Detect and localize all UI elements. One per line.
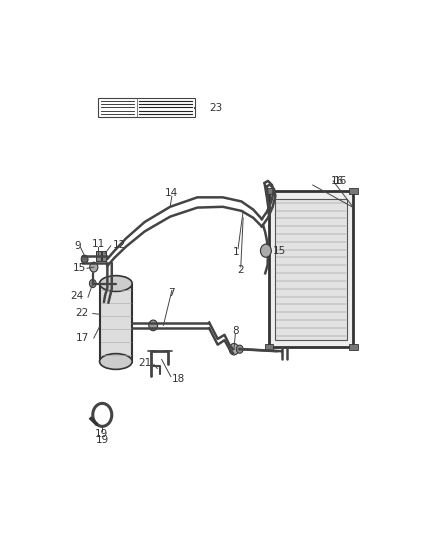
Bar: [265, 188, 273, 195]
Text: 17: 17: [75, 333, 88, 343]
Ellipse shape: [99, 276, 132, 292]
Ellipse shape: [99, 353, 132, 369]
Text: 9: 9: [74, 241, 81, 251]
Text: 14: 14: [165, 188, 179, 198]
Bar: [102, 251, 106, 261]
Circle shape: [261, 244, 271, 257]
Text: 24: 24: [71, 291, 84, 301]
FancyBboxPatch shape: [98, 98, 194, 117]
Bar: [96, 251, 101, 261]
Bar: [275, 199, 347, 340]
Text: 16: 16: [330, 176, 344, 186]
Text: 15: 15: [73, 263, 86, 273]
Text: 2: 2: [237, 265, 244, 275]
Circle shape: [229, 343, 239, 355]
Circle shape: [237, 345, 243, 353]
Text: 1: 1: [233, 247, 240, 257]
Text: 22: 22: [75, 309, 88, 319]
Circle shape: [89, 279, 96, 288]
Text: 7: 7: [169, 288, 175, 298]
Text: 11: 11: [92, 239, 105, 249]
Text: 21: 21: [138, 358, 152, 368]
Text: 18: 18: [172, 374, 185, 384]
Text: 19: 19: [95, 434, 109, 445]
Text: 15: 15: [273, 246, 286, 256]
Circle shape: [90, 262, 98, 272]
Text: 12: 12: [113, 239, 127, 249]
Bar: [268, 191, 353, 347]
Bar: [265, 344, 273, 350]
Bar: [350, 344, 357, 350]
Text: 19: 19: [95, 429, 108, 439]
Text: 23: 23: [209, 103, 223, 113]
Circle shape: [149, 320, 158, 330]
Circle shape: [81, 255, 88, 263]
Text: 16: 16: [334, 176, 347, 186]
Bar: [99, 284, 132, 361]
Text: 8: 8: [232, 326, 239, 336]
Bar: [350, 188, 357, 195]
